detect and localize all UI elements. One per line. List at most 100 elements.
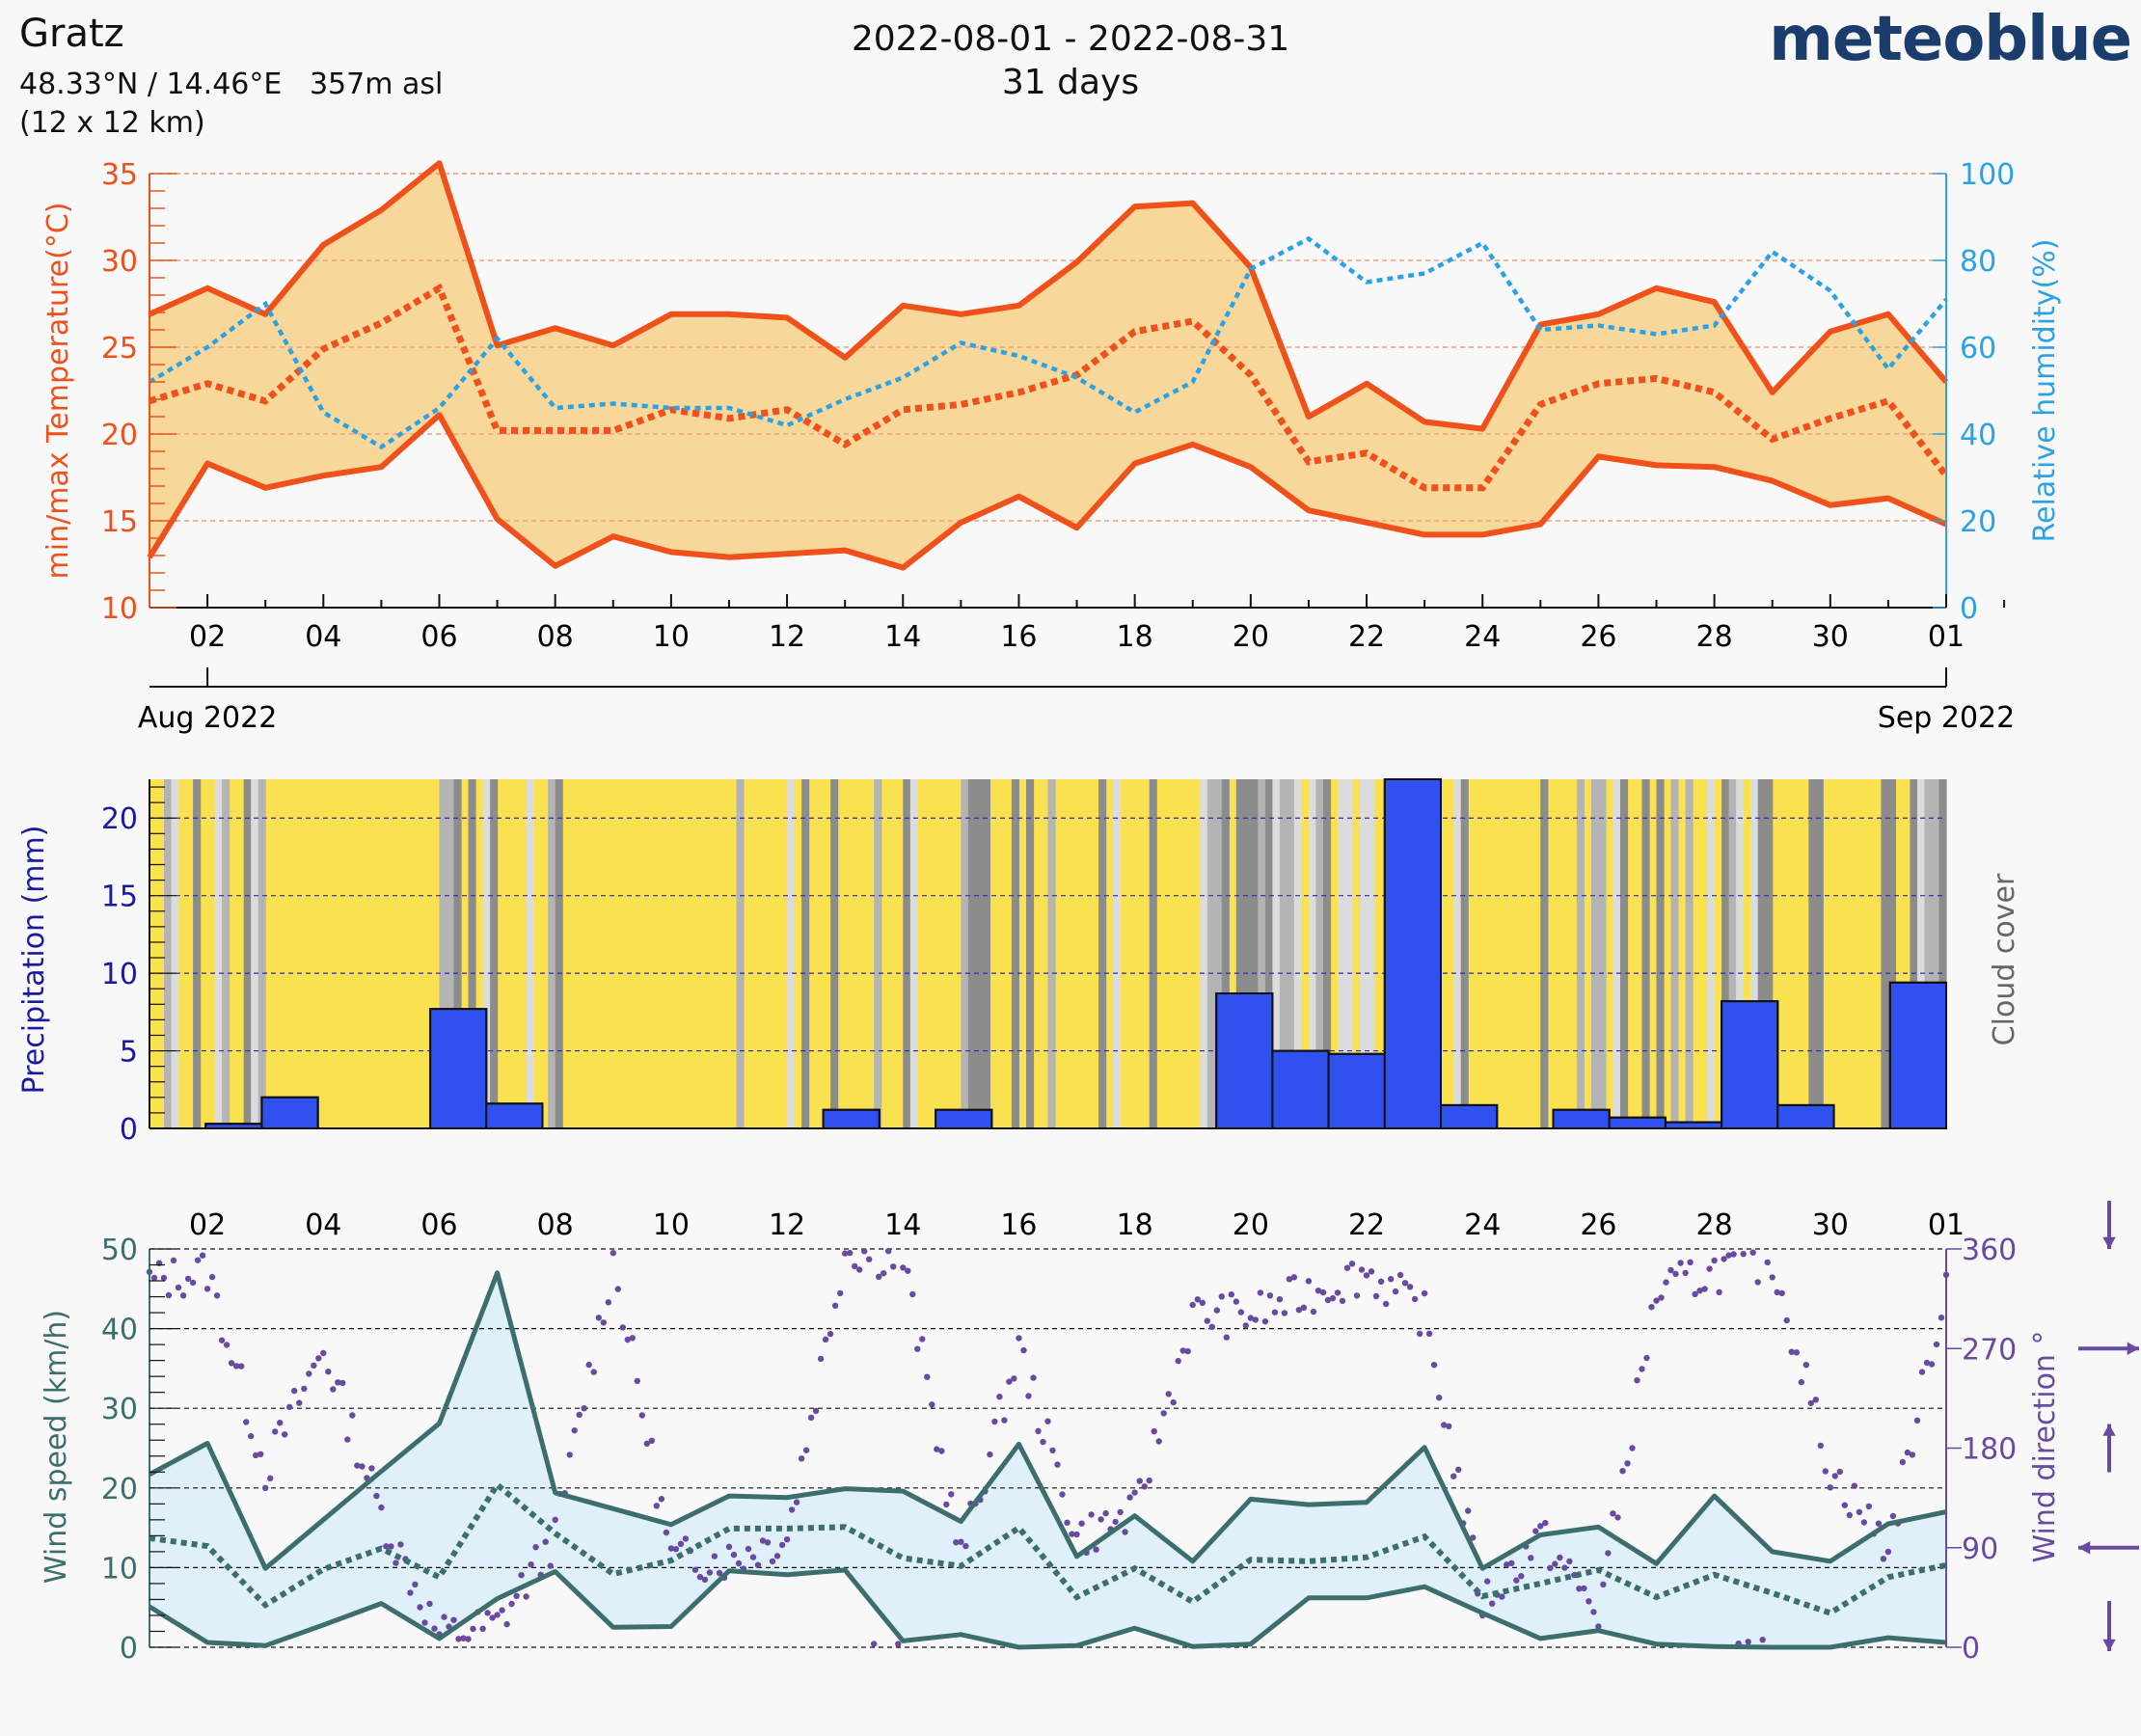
cloud-cover-stripe (193, 779, 202, 1128)
wind-direction-point (277, 1420, 284, 1426)
wind-direction-point (1639, 1366, 1645, 1372)
wind-range-band (149, 1272, 1946, 1647)
wind-x-tick-label: 02 (189, 1208, 226, 1242)
wind-direction-point (1793, 1349, 1801, 1356)
min-wind-line (148, 1567, 1947, 1650)
wind-x-tick-label: 01 (1928, 1208, 1965, 1242)
cloud-cover-stripe (1279, 779, 1287, 1128)
cloud-cover-stripe (1881, 779, 1889, 1128)
precipitation-bar (1721, 1000, 1779, 1129)
x-tick-label: 20 (1233, 620, 1269, 654)
wind-direction-point (1788, 1348, 1795, 1355)
wind-direction-point (1749, 1249, 1756, 1256)
wind-direction-point (1938, 1315, 1945, 1321)
min-temperature-line (147, 412, 1948, 571)
wind-direction-point (1184, 1347, 1191, 1355)
x-tick-label: 14 (884, 620, 921, 654)
wind-direction-tick-label: 270 (1962, 1333, 2017, 1367)
wind-direction-point (1363, 1272, 1370, 1279)
wind-direction-point (1663, 1279, 1669, 1286)
cloud-cover-stripe (1367, 779, 1375, 1128)
south-arrow-icon-head (2102, 1236, 2116, 1249)
cloud-cover-stripe (555, 779, 563, 1128)
date-range: 2022-08-01 - 2022-08-31 (851, 19, 1290, 59)
cloud-cover-stripe (982, 779, 990, 1128)
wind-direction-point (1430, 1362, 1438, 1369)
cloud-cover-stripe (490, 779, 499, 1128)
wind-direction-point (1151, 1427, 1157, 1435)
wind-direction-point (725, 1543, 733, 1551)
wind-direction-point (1223, 1334, 1231, 1341)
wind-direction-point (484, 1610, 491, 1616)
wind-direction-point (1764, 1259, 1771, 1266)
wind-direction-point (696, 1573, 704, 1581)
cloud-cover-stripe (967, 779, 976, 1128)
wind-direction-point (890, 1263, 897, 1270)
wind-direction-point (1343, 1264, 1351, 1271)
wind-direction-point (943, 1501, 950, 1508)
x-tick-label: 06 (420, 620, 457, 654)
x-tick-label: 01 (1928, 620, 1965, 654)
wind-direction-point (1339, 1297, 1346, 1305)
wind-direction-point (1692, 1290, 1698, 1298)
wind-direction-point (1576, 1586, 1583, 1592)
cloud-cover-stripe (1323, 779, 1332, 1128)
wind-direction-point (1126, 1494, 1133, 1501)
wind-speed-tick-label: 10 (101, 1552, 138, 1586)
wind-direction-point (871, 1641, 878, 1647)
precipitation-bar (935, 1108, 993, 1129)
cloud-cover-stripe (1750, 779, 1759, 1128)
cloud-cover-stripe (1598, 779, 1607, 1128)
wind-x-tick-label: 04 (305, 1208, 341, 1242)
wind-direction-point (1798, 1378, 1805, 1386)
location-name: Gratz (19, 12, 124, 56)
wind-direction-point (301, 1385, 308, 1393)
wind-direction-point (1672, 1270, 1679, 1278)
wind-direction-point (494, 1612, 501, 1618)
wind-direction-point (1899, 1458, 1907, 1466)
wind-direction-point (987, 1451, 993, 1458)
wind-direction-point (1928, 1361, 1936, 1368)
wind-direction-point (373, 1492, 380, 1500)
wind-direction-point (335, 1379, 341, 1386)
wind-x-tick-label: 16 (1000, 1208, 1037, 1242)
cloud-cover-stripe (1235, 779, 1244, 1128)
wind-direction-point (388, 1543, 394, 1550)
wind-direction-point (653, 1503, 660, 1509)
cloud-cover-stripe (1641, 779, 1650, 1128)
wind-direction-point (856, 1266, 863, 1273)
wind-direction-point (1619, 1468, 1626, 1475)
cloud-cover-stripe (1264, 779, 1273, 1128)
wind-direction-point (243, 1419, 250, 1425)
wind-direction-point (1387, 1276, 1395, 1283)
wind-direction-point (1353, 1292, 1361, 1299)
wind-direction-point (1875, 1520, 1883, 1527)
wind-direction-point (1131, 1489, 1138, 1496)
month-start-label: Aug 2022 (138, 701, 277, 735)
wind-direction-point (1271, 1309, 1279, 1316)
wind-direction-point (1884, 1548, 1892, 1556)
wind-direction-point (1653, 1297, 1660, 1304)
wind-direction-point (735, 1560, 743, 1567)
cloud-cover-stripe (1910, 779, 1918, 1128)
cloud-cover-stripe (1206, 779, 1215, 1128)
cloud-cover-stripe (1026, 779, 1035, 1128)
wind-direction-point (822, 1336, 829, 1343)
wind-direction-point (1396, 1271, 1404, 1279)
wind-direction-point (962, 1542, 969, 1550)
wind-direction-point (344, 1436, 351, 1443)
cloud-cover-stripe (1460, 779, 1469, 1128)
wind-direction-point (450, 1616, 457, 1623)
cloud-cover-stripe (1932, 779, 1940, 1128)
cloud-cover-stripe (257, 779, 266, 1128)
wind-direction-point (677, 1540, 685, 1548)
wind-direction-point (1528, 1555, 1534, 1561)
wind-direction-point (1117, 1508, 1124, 1516)
wind-direction-point (701, 1576, 709, 1584)
humidity-tick-label: 100 (1960, 158, 2015, 192)
wind-direction-point (1141, 1483, 1148, 1490)
wind-direction-point (1329, 1294, 1337, 1302)
wind-direction-point (996, 1394, 1003, 1400)
cloud-cover-stripe (736, 779, 745, 1128)
wind-direction-point (1716, 1288, 1722, 1296)
